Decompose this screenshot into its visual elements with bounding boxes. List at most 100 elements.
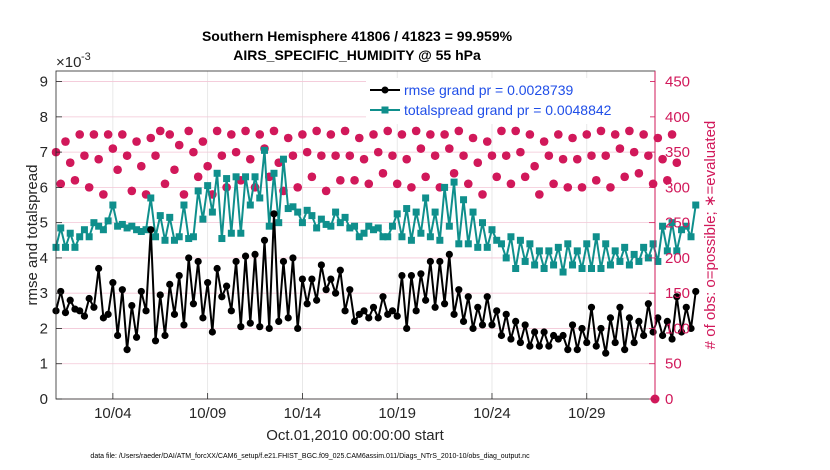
obs-evaluated-point — [251, 183, 260, 192]
data-point — [279, 155, 287, 163]
obs-evaluated-point — [492, 172, 501, 181]
data-point — [166, 280, 174, 288]
y-right-tick-label: 400 — [665, 109, 690, 126]
obs-evaluated-point — [132, 137, 141, 146]
obs-evaluated-point — [364, 179, 373, 188]
data-point — [658, 331, 667, 340]
y-axis-right-ticks: 0 50 100 150 200 250 300 350 400 450 — [649, 71, 690, 408]
data-point — [635, 317, 643, 326]
data-point — [208, 328, 216, 336]
obs-evaluated-point — [232, 148, 241, 157]
data-point — [227, 307, 235, 315]
data-point — [374, 314, 382, 322]
data-point — [156, 212, 164, 220]
data-point — [369, 303, 378, 311]
data-point — [460, 196, 468, 204]
data-point — [147, 194, 155, 202]
obs-evaluated-point — [483, 137, 492, 146]
data-point — [554, 243, 562, 251]
data-point — [123, 346, 131, 354]
data-point — [289, 254, 297, 262]
data-point — [104, 310, 112, 318]
obs-evaluated-point — [360, 155, 369, 164]
x-tick-label: 10/29 — [568, 405, 606, 422]
obs-evaluated-point — [516, 148, 525, 157]
data-point — [388, 307, 397, 315]
obs-evaluated-point — [521, 172, 530, 181]
data-point — [275, 317, 283, 326]
obs-evaluated-point — [269, 126, 278, 135]
data-point — [142, 307, 150, 315]
obs-evaluated-point — [421, 172, 430, 181]
data-point — [189, 300, 198, 308]
data-point — [469, 208, 477, 216]
data-point — [573, 346, 581, 354]
data-point — [616, 257, 624, 265]
data-point — [114, 331, 122, 340]
obs-evaluated-point — [469, 134, 478, 143]
obs-evaluated-point — [402, 155, 411, 164]
obs-evaluated-point — [322, 186, 331, 195]
data-point — [213, 264, 221, 273]
data-point — [66, 229, 74, 237]
data-point — [147, 226, 155, 234]
data-point — [393, 312, 401, 320]
data-point — [251, 173, 259, 181]
data-point — [137, 227, 145, 235]
data-point — [237, 323, 245, 331]
data-point — [260, 236, 269, 244]
data-point — [663, 317, 671, 326]
obs-evaluated-point — [388, 151, 397, 160]
obs-evaluated-point — [440, 130, 449, 139]
x-tick-label: 10/19 — [378, 405, 416, 422]
data-point — [403, 324, 411, 333]
data-point — [673, 293, 681, 301]
data-point — [123, 224, 131, 232]
data-point — [128, 301, 136, 310]
y-axis-label: rmse and totalspread — [24, 165, 41, 306]
data-point — [597, 324, 605, 333]
data-point — [161, 236, 169, 244]
x-tick-label: 10/09 — [189, 405, 227, 422]
exponent-power: -3 — [81, 51, 91, 63]
data-point — [114, 222, 122, 230]
obs-evaluated-point — [255, 130, 264, 139]
obs-evaluated-point — [137, 162, 146, 171]
data-point — [151, 337, 160, 345]
data-point — [95, 264, 103, 273]
obs-evaluated-point — [61, 137, 70, 146]
data-point — [583, 240, 591, 248]
data-point — [649, 328, 657, 336]
obs-evaluated-point — [246, 155, 255, 164]
obs-evaluated-point — [307, 172, 316, 181]
obs-evaluated-point — [170, 165, 179, 174]
data-point — [412, 307, 420, 315]
obs-evaluated-point — [454, 126, 463, 135]
obs-evaluated-point — [383, 126, 392, 135]
data-point — [313, 224, 321, 232]
data-point — [85, 294, 93, 303]
data-point — [251, 250, 259, 258]
obs-evaluated-point — [378, 169, 387, 178]
data-point — [166, 213, 174, 221]
y-right-tick-label: 0 — [665, 391, 673, 408]
obs-evaluated-point — [312, 126, 321, 135]
data-point — [80, 312, 89, 320]
data-point — [384, 233, 392, 241]
data-point — [450, 310, 458, 318]
data-point — [370, 226, 378, 234]
data-point — [450, 178, 458, 186]
data-point — [351, 222, 359, 230]
obs-evaluated-point — [497, 126, 506, 135]
data-point — [336, 266, 344, 274]
data-point — [185, 235, 193, 243]
data-point — [512, 317, 520, 326]
data-point — [104, 217, 112, 225]
obs-evaluated-point — [431, 151, 440, 160]
obs-evaluated-point — [644, 151, 653, 160]
data-point — [322, 220, 330, 228]
data-point — [521, 257, 529, 265]
data-point — [412, 208, 420, 216]
series-layer — [51, 126, 700, 404]
obs-evaluated-point — [123, 151, 132, 160]
